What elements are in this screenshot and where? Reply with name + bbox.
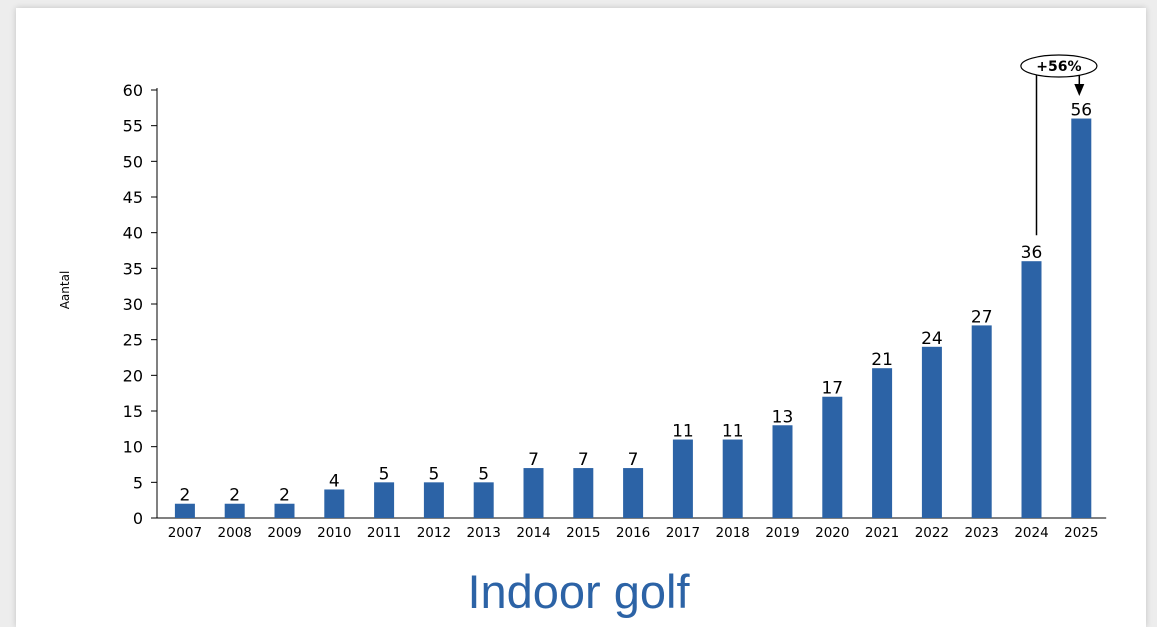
y-tick-label: 60 <box>123 81 143 100</box>
bar <box>1021 261 1042 518</box>
y-tick-label: 25 <box>123 331 143 350</box>
y-tick-label: 30 <box>123 295 143 314</box>
y-axis: 0 5 10 15 20 25 30 35 40 45 50 55 60 <box>123 81 158 528</box>
data-label: 2 <box>279 486 290 506</box>
data-label: 13 <box>772 407 794 427</box>
x-tick-label: 2018 <box>716 525 750 541</box>
chart-card <box>16 8 1146 627</box>
data-label: 5 <box>478 464 489 484</box>
bar <box>722 439 743 518</box>
data-label: 27 <box>971 307 993 327</box>
y-tick-label: 0 <box>133 509 143 528</box>
x-tick-label: 2010 <box>317 525 351 541</box>
bar <box>921 346 942 518</box>
data-label: 7 <box>628 450 639 470</box>
growth-annotation: +56% <box>1020 54 1098 236</box>
x-tick-label: 2021 <box>865 525 899 541</box>
data-label: 4 <box>329 471 340 491</box>
data-label: 11 <box>672 422 694 442</box>
y-tick-label: 10 <box>123 438 143 457</box>
x-tick-label: 2013 <box>467 525 501 541</box>
data-label: 21 <box>871 350 893 370</box>
annotation-oval <box>1020 54 1098 78</box>
x-tick-label: 2022 <box>915 525 949 541</box>
y-tick-label: 20 <box>123 366 143 385</box>
y-tick-label: 55 <box>123 117 143 136</box>
bar <box>224 503 245 518</box>
bar <box>672 439 693 518</box>
x-tick-label: 2020 <box>815 525 849 541</box>
data-label: 5 <box>379 464 390 484</box>
y-tick-label: 45 <box>123 188 143 207</box>
x-axis: 2007 2008 2009 2010 2011 2012 2013 2014 2015 2016… <box>157 517 1107 541</box>
bar <box>324 489 345 518</box>
x-tick-label: 2016 <box>616 525 650 541</box>
x-tick-label: 2015 <box>566 525 600 541</box>
y-axis-label: Aantal <box>58 271 72 310</box>
data-label: 2 <box>179 486 190 506</box>
y-tick-label: 5 <box>133 473 143 492</box>
chart-title: Indoor golf <box>467 565 690 618</box>
bar <box>423 482 444 518</box>
data-label: 36 <box>1021 243 1043 263</box>
y-tick-label: 15 <box>123 402 143 421</box>
bar <box>772 425 793 518</box>
bar <box>971 325 992 518</box>
x-tick-label: 2012 <box>417 525 451 541</box>
x-tick-label: 2011 <box>367 525 401 541</box>
bar <box>174 503 195 518</box>
data-label: 7 <box>528 450 539 470</box>
bar <box>274 503 295 518</box>
data-label: 5 <box>428 464 439 484</box>
bar <box>374 482 395 518</box>
x-tick-label: 2014 <box>516 525 550 541</box>
bars <box>174 118 1092 519</box>
data-label: 56 <box>1070 101 1092 121</box>
bar <box>623 468 644 518</box>
data-label: 24 <box>921 329 943 349</box>
x-tick-label: 2009 <box>267 525 301 541</box>
bar <box>573 468 594 518</box>
annotation-label: +56% <box>1036 59 1081 75</box>
x-tick-label: 2019 <box>765 525 799 541</box>
x-tick-label: 2008 <box>218 525 252 541</box>
x-tick-label: 2007 <box>168 525 202 541</box>
bar <box>822 396 843 518</box>
x-tick-label: 2025 <box>1064 525 1098 541</box>
bar <box>473 482 494 518</box>
x-tick-label: 2017 <box>666 525 700 541</box>
bar <box>1071 118 1092 519</box>
y-tick-label: 40 <box>123 224 143 243</box>
x-tick-label: 2024 <box>1014 525 1048 541</box>
y-tick-label: 35 <box>123 259 143 278</box>
data-label: 11 <box>722 422 744 442</box>
y-tick-label: 50 <box>123 152 143 171</box>
bar <box>872 368 893 518</box>
arrow-down-icon <box>1074 84 1085 96</box>
bar <box>523 468 544 518</box>
data-label: 2 <box>229 486 240 506</box>
data-label: 7 <box>578 450 589 470</box>
data-label: 17 <box>821 379 843 399</box>
x-tick-label: 2023 <box>965 525 999 541</box>
